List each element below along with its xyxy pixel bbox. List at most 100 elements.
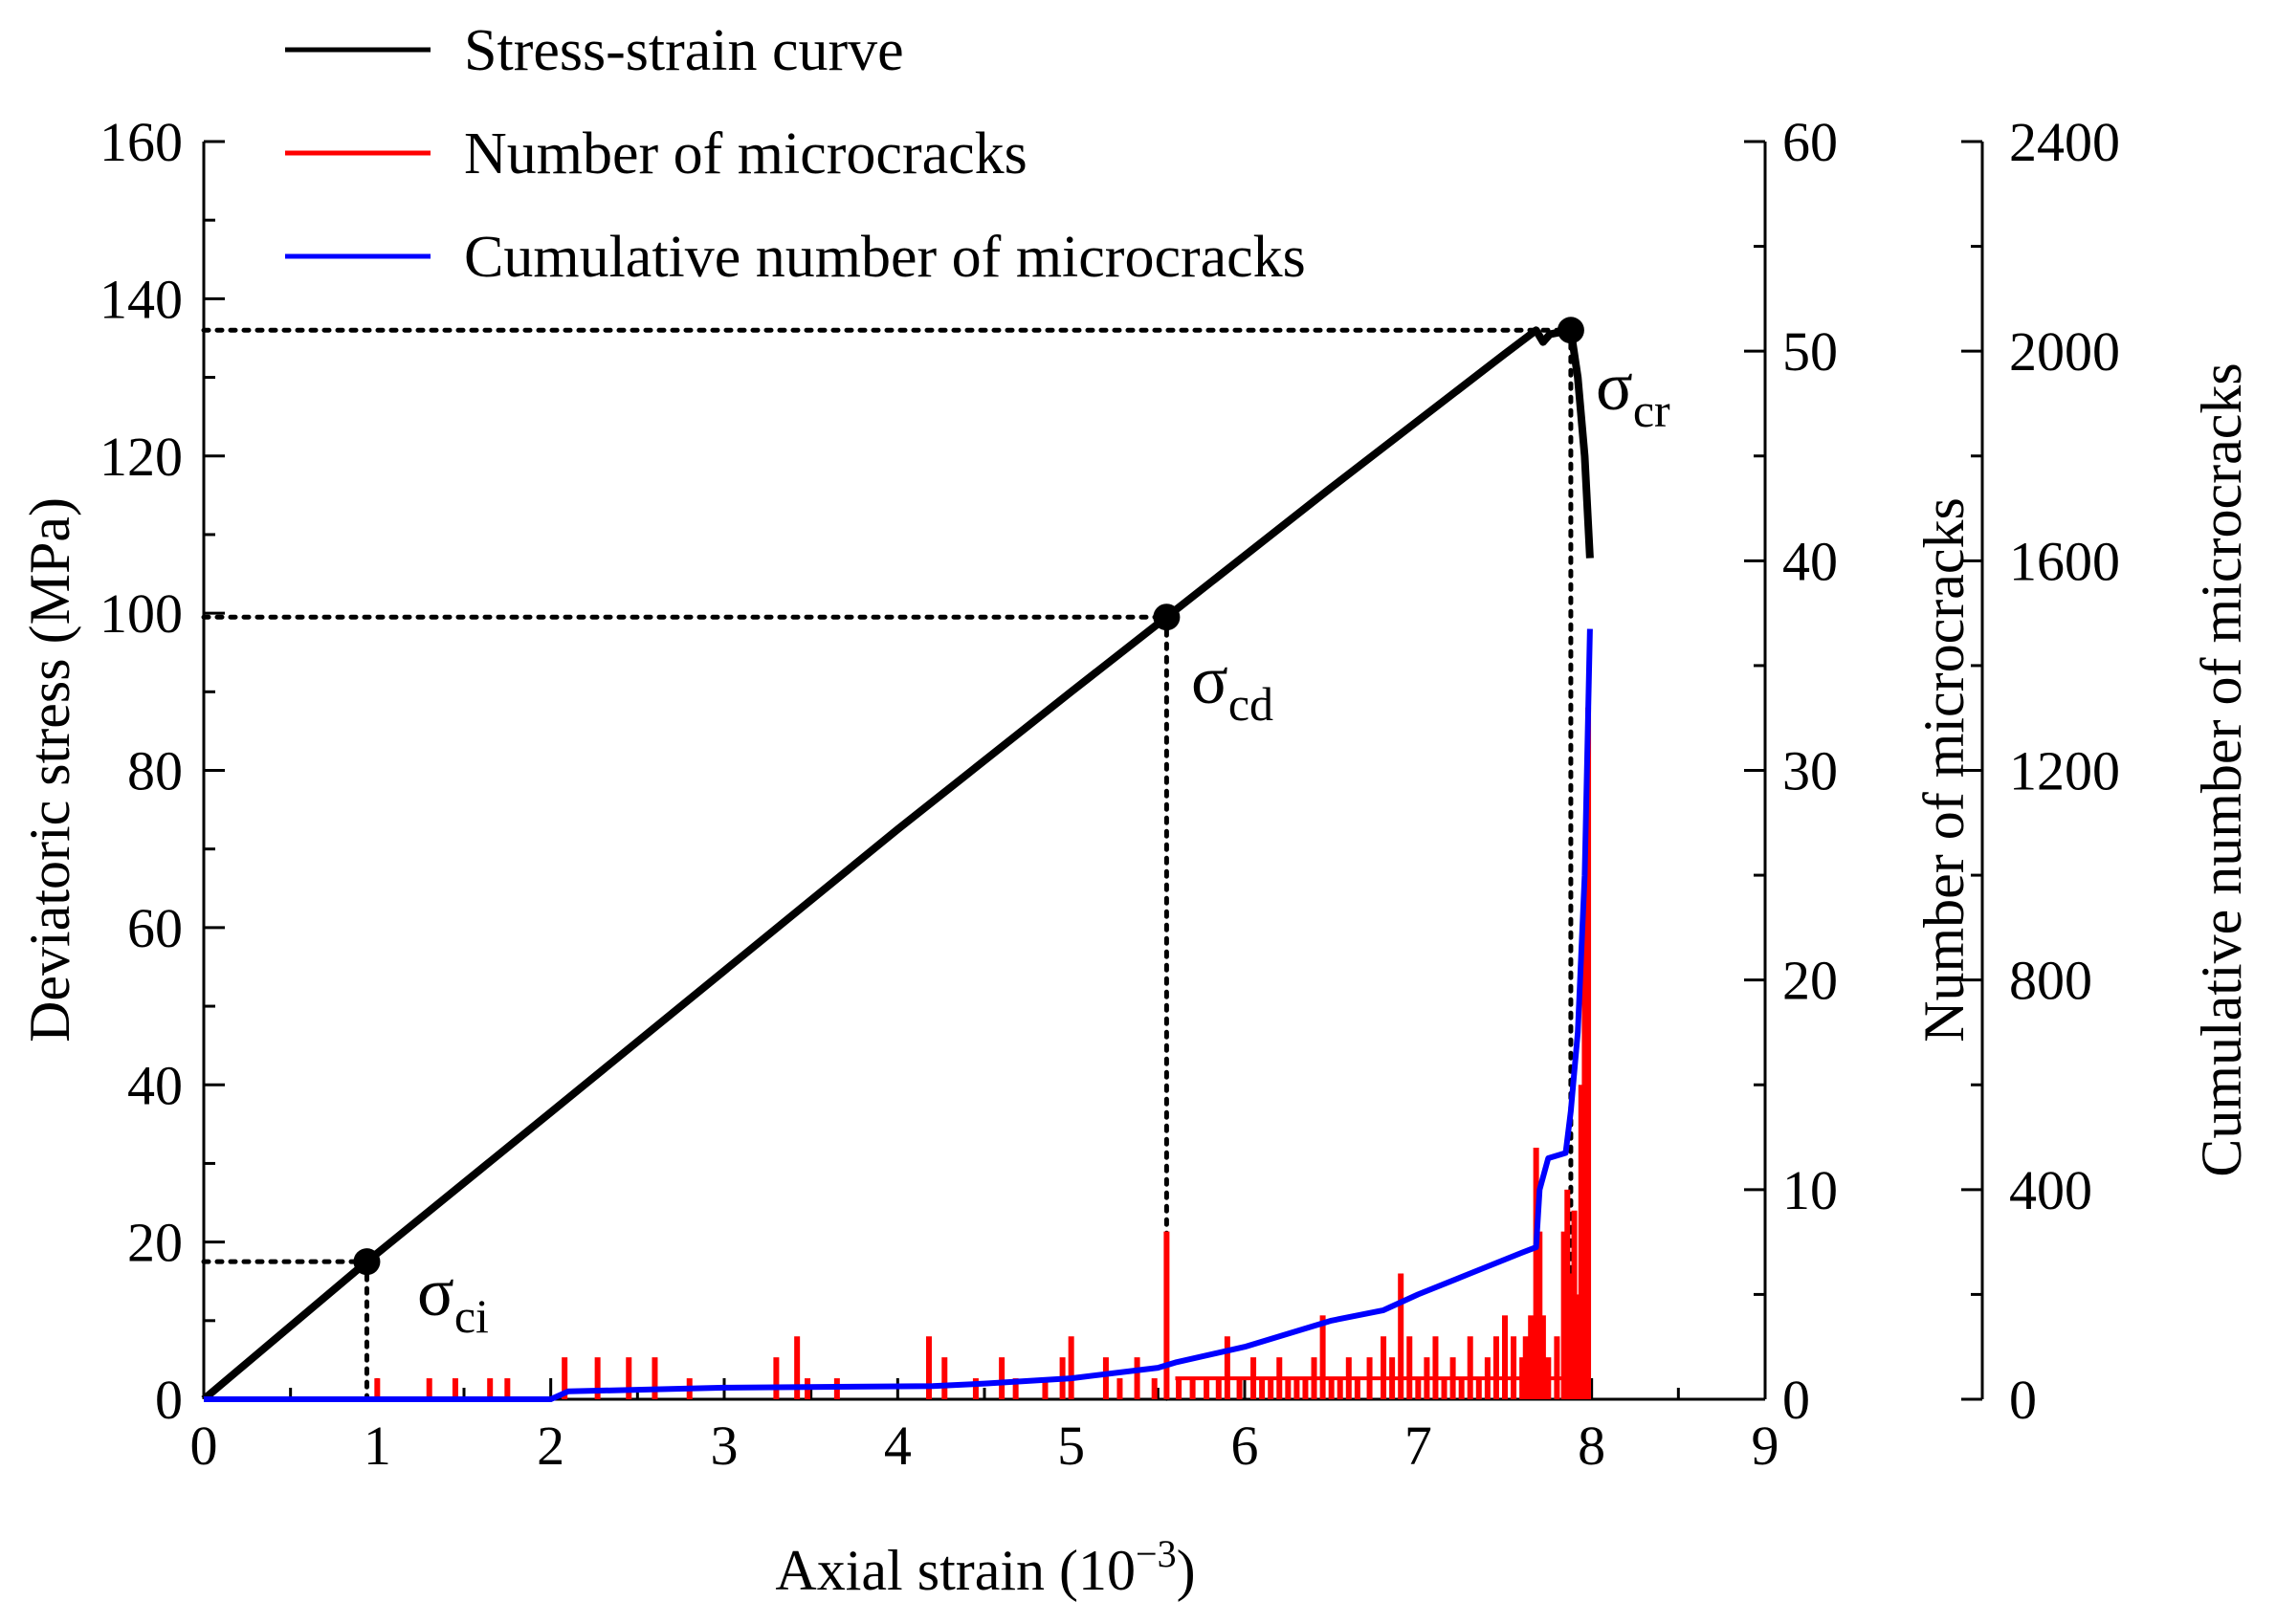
microcrack-bar [1581,916,1588,1399]
legend-label-stress: Stress-strain curve [464,18,904,83]
microcrack-bar [794,1336,801,1399]
y2-tick-label: 20 [1782,950,1838,1012]
y-tick-label: 20 [127,1212,183,1274]
microcrack-bar [1502,1315,1508,1399]
microcrack-bar [1068,1336,1074,1399]
microcrack-bar [773,1357,780,1399]
microcrack-bar [626,1357,632,1399]
x-tick-label: 0 [190,1415,218,1477]
microcrack-bar [1354,1378,1360,1399]
microcrack-bar [1492,1336,1499,1399]
y2-axis-label: Number of microcracks [1912,497,1976,1042]
legend-label-count: Number of microcracks [464,121,1028,187]
characteristic-point [1153,604,1181,631]
y-tick-label: 120 [99,426,183,488]
y2-tick-label: 40 [1782,530,1838,592]
x-tick-label: 4 [884,1415,912,1477]
microcrack-bar [1564,1189,1571,1399]
y2-tick-label: 10 [1782,1159,1838,1221]
microcrack-bar [972,1378,979,1399]
y3-tick-label: 800 [2009,950,2092,1012]
microcrack-bar [1381,1336,1387,1399]
y3-tick-label: 1600 [2009,530,2120,592]
microcrack-bar [1585,707,1592,1399]
microcrack-bar [594,1357,601,1399]
microcrack-bar [562,1357,568,1399]
x-tick-label: 3 [711,1415,739,1477]
x-tick-label: 2 [537,1415,564,1477]
microcrack-bar [1337,1378,1343,1399]
microcrack-bar [487,1378,494,1399]
microcrack-bar [374,1378,381,1399]
y-tick-label: 100 [99,582,183,645]
x-tick-label: 8 [1578,1415,1605,1477]
microcrack-bar [452,1378,458,1399]
microcrack-bar [1151,1378,1158,1399]
y-tick-label: 40 [127,1054,183,1116]
microcrack-bar [1293,1378,1300,1399]
reference-lines [201,327,1574,1402]
microcrack-bar [1511,1336,1517,1399]
microcrack-bar [925,1336,932,1399]
microcrack-bar [652,1357,658,1399]
y3-axis-label: Cumulative number of microcracks [2190,362,2253,1176]
microcrack-bar [941,1357,948,1399]
sigma-cd-label: σcd [1191,642,1273,731]
y2-tick-label: 0 [1782,1369,1810,1431]
x-tick-label: 9 [1752,1415,1779,1477]
microcrack-bar [1536,1231,1543,1399]
microcrack-bar [1116,1378,1123,1399]
y3-tick-label: 0 [2009,1369,2037,1431]
y-axis-label: Deviatoric stress (MPa) [18,497,81,1042]
microcrack-bar [1539,1315,1546,1399]
microcrack-bar [1432,1336,1439,1399]
microcrack-bar [1224,1336,1230,1399]
microcrack-bar [1268,1378,1274,1399]
microcrack-bar [1012,1378,1019,1399]
microcrack-bar [1328,1378,1335,1399]
microcrack-bar [1560,1231,1567,1399]
y2-tick-label: 50 [1782,320,1838,383]
y3-tick-label: 2400 [2009,111,2120,173]
microcrack-bar [1215,1378,1222,1399]
microcrack-bar [1415,1378,1422,1399]
x-tick-label: 6 [1231,1415,1259,1477]
microcrack-bar [999,1357,1005,1399]
y-tick-label: 140 [99,268,183,330]
sigma-cr-label: σcr [1596,348,1670,437]
y3-tick-label: 1200 [2009,740,2120,802]
y2-tick-label: 30 [1782,740,1838,802]
y-tick-label: 60 [127,897,183,959]
microcrack-bar [1398,1273,1404,1399]
microcrack-bar [1533,1148,1539,1399]
microcrack-bar [1285,1378,1292,1399]
microcrack-bar [1528,1315,1535,1399]
microcrack-bar [1406,1336,1413,1399]
series-lines [201,326,1594,1403]
microcrack-bar [1522,1336,1529,1399]
microcrack-bar [1571,1210,1578,1399]
microcrack-bar [1163,1231,1170,1399]
microcrack-bar [1578,1085,1584,1399]
tick-labels: 0 1 2 3 4 5 6 7 8 9020406080100120140160010203040… [99,111,2120,1477]
microcrack-bar [1567,1273,1574,1399]
cumulative-microcracks-line [204,628,1593,1402]
microcrack-bar [1441,1378,1447,1399]
microcrack-bar [1204,1378,1210,1399]
y3-tick-label: 2000 [2009,320,2120,383]
microcrack-bar [1102,1357,1109,1399]
microcrack-bar [1176,1378,1182,1399]
y-tick-label: 80 [127,740,183,802]
microcrack-bar [1467,1336,1473,1399]
legend: Stress-strain curve Number of microcrack… [285,18,1306,290]
y2-tick-label: 60 [1782,111,1838,173]
microcrack-bar [1134,1357,1140,1399]
y-tick-label: 160 [99,111,183,173]
microcrack-bar [1189,1378,1196,1399]
characteristic-points [353,317,1584,1276]
microcrack-bars [374,707,1592,1399]
x-tick-label: 5 [1057,1415,1085,1477]
sigma-ci-label: σci [417,1254,489,1343]
microcrack-bar [1475,1378,1482,1399]
